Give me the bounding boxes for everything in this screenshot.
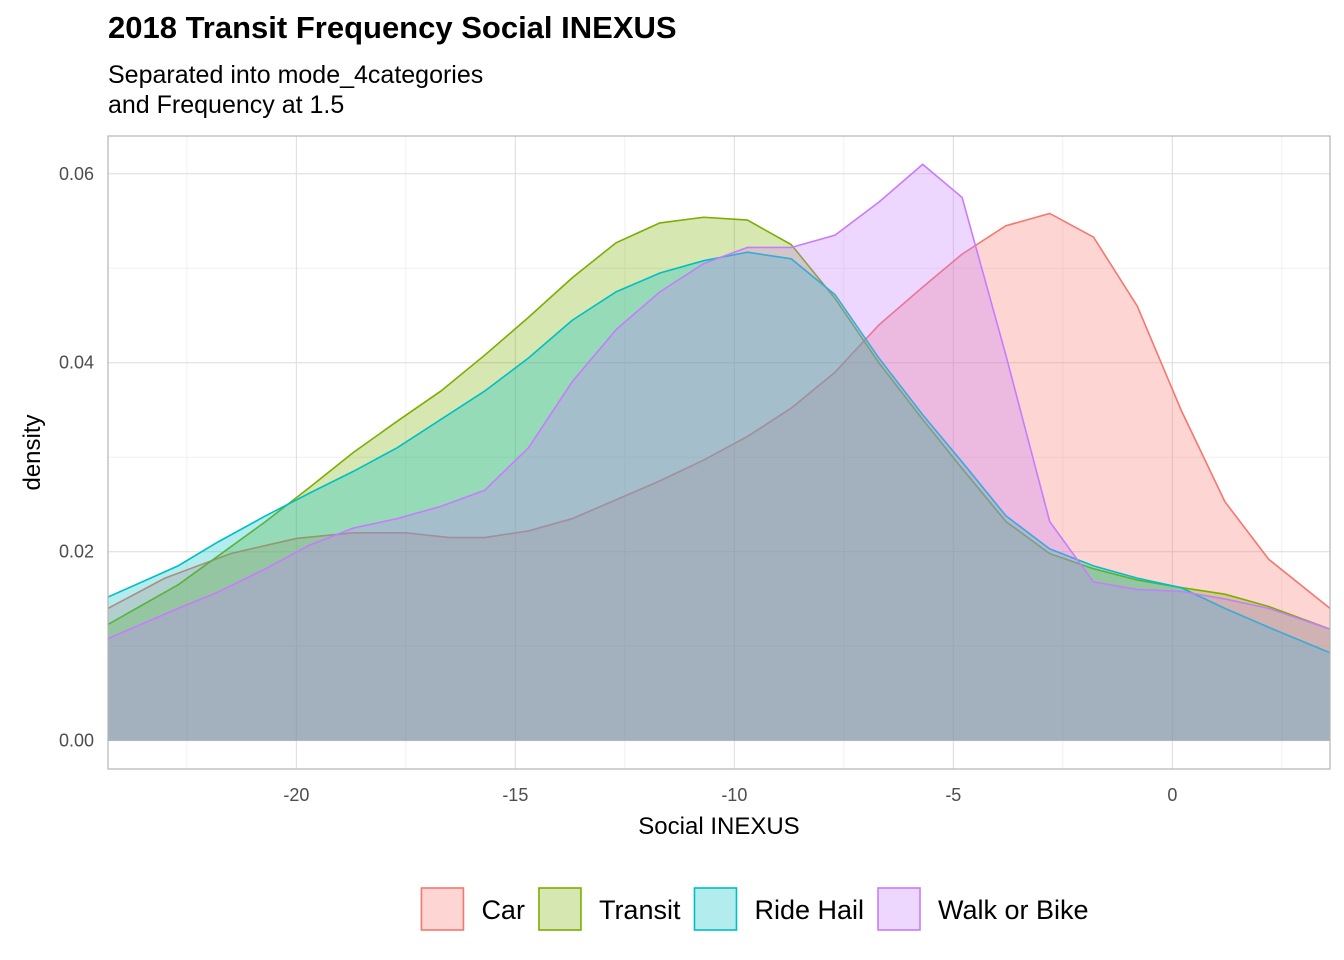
x-tick-label: -10 <box>721 785 747 805</box>
density-line-ride-hail <box>107 251 1331 654</box>
density-area-ride-hail <box>108 252 1330 741</box>
chart-title: 2018 Transit Frequency Social INEXUS <box>108 10 677 45</box>
legend-key-walk-or-bike <box>877 887 921 931</box>
chart-subtitle-line-2: and Frequency at 1.5 <box>108 91 345 119</box>
panel-border <box>107 135 1331 770</box>
density-line-car <box>107 212 1331 610</box>
legend-label-car: Car <box>481 895 525 925</box>
density-line-transit <box>107 216 1331 630</box>
x-tick-label: 0 <box>1167 785 1177 805</box>
density-area-transit <box>108 217 1330 741</box>
x-tick-label: -15 <box>502 785 528 805</box>
legend-key-transit <box>538 887 582 931</box>
density-line-walk-or-bike <box>107 163 1331 640</box>
x-tick-label: -5 <box>945 785 961 805</box>
legend-label-walk-or-bike: Walk or Bike <box>938 895 1089 925</box>
x-tick-label: -20 <box>283 785 309 805</box>
y-tick-label: 0.06 <box>59 164 94 184</box>
x-axis-title: Social INEXUS <box>638 813 799 840</box>
density-area-car <box>108 213 1330 741</box>
y-tick-label: 0.00 <box>59 731 94 751</box>
legend-label-ride-hail: Ride Hail <box>754 895 864 925</box>
legend-label-transit: Transit <box>599 895 681 925</box>
y-axis-title: density <box>19 414 46 490</box>
legend-key-ride-hail <box>693 887 738 931</box>
y-tick-label: 0.02 <box>59 542 94 562</box>
y-tick-label: 0.04 <box>59 353 94 373</box>
chart-subtitle-line-1: Separated into mode_4categories <box>108 61 484 89</box>
legend-key-car <box>420 887 465 931</box>
density-area-walk-or-bike <box>108 164 1330 741</box>
